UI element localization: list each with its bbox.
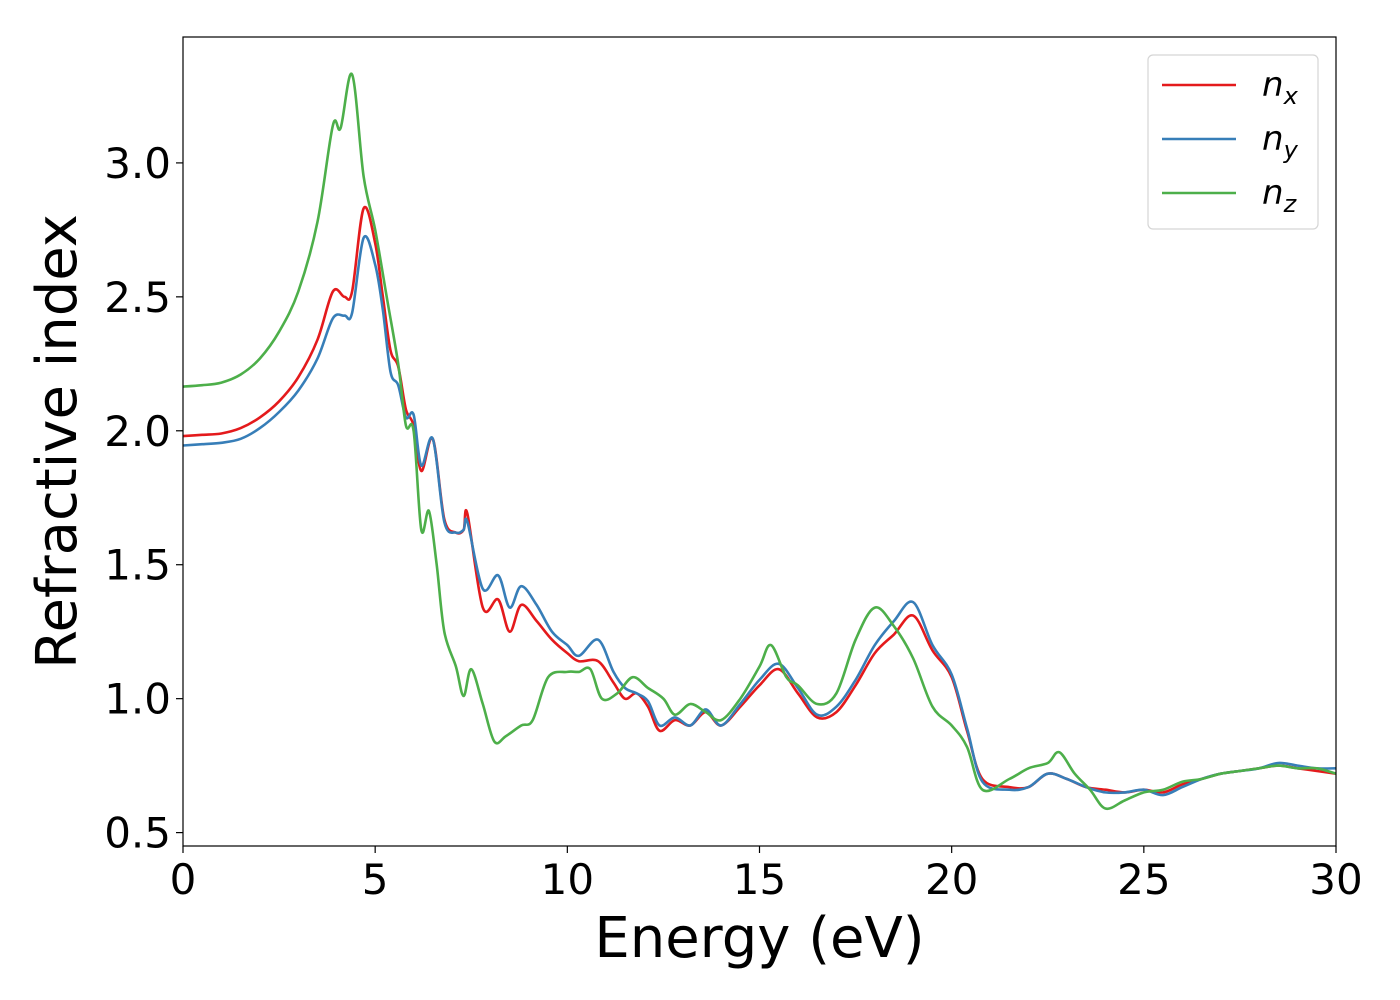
x-tick-label: 25	[1117, 855, 1170, 904]
y-axis-title: Refractive index	[25, 214, 90, 669]
legend-box	[1147, 54, 1319, 230]
series-line-nz	[183, 72, 1336, 811]
y-tick-label: 1.5	[104, 541, 171, 590]
legend: nx ny nz	[1147, 54, 1319, 230]
x-tick-label: 15	[733, 855, 786, 904]
legend-label-nz: nz	[1262, 173, 1298, 218]
legend-label-ny: ny	[1262, 119, 1299, 164]
y-tick-label: 3.0	[104, 139, 171, 188]
series-line-ny	[183, 234, 1336, 797]
x-axis-title: Energy (eV)	[594, 906, 924, 971]
x-tick-label: 0	[170, 855, 197, 904]
series-line-nx	[183, 205, 1336, 794]
x-tick-label: 30	[1309, 855, 1362, 904]
legend-label-nx: nx	[1262, 65, 1299, 110]
y-tick-label: 2.5	[104, 273, 171, 322]
y-tick-label: 1.0	[104, 675, 171, 724]
series-layer	[183, 72, 1336, 811]
x-tick-label: 20	[925, 855, 978, 904]
y-tick-label: 0.5	[104, 809, 171, 858]
ticks-layer: 0 5 10 15 20 25 30 0.5 1.0 1.5 2.0 2.5 3.0	[104, 139, 1363, 904]
x-tick-label: 10	[541, 855, 594, 904]
x-tick-label: 5	[362, 855, 389, 904]
y-tick-label: 2.0	[104, 407, 171, 456]
